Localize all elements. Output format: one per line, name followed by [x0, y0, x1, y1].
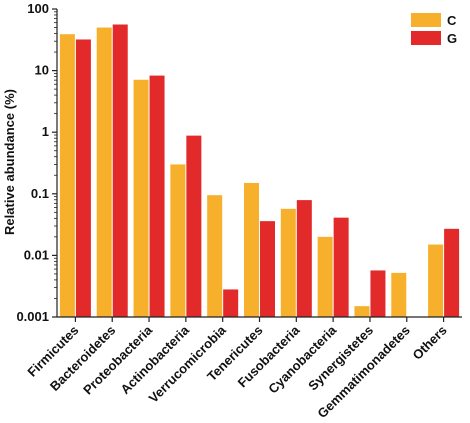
bar-g-verrucomicrobia: [223, 289, 239, 317]
legend-swatch-g: [411, 31, 441, 45]
legend-label-g: G: [447, 31, 457, 46]
y-tick-label: 0.1: [31, 186, 49, 201]
plot-area: 0.0010.010.1110100FirmicutesBacteroidete…: [16, 1, 462, 421]
bar-g-fusobacteria: [296, 200, 312, 317]
bar-c-tenericutes: [244, 182, 259, 317]
bar-c-gemmatimonadetes: [391, 272, 407, 317]
bar-g-cyanobacteria: [333, 217, 349, 317]
x-tick-label-others: Others: [409, 323, 449, 363]
bar-c-others: [428, 244, 444, 317]
bar-c-actinobacteria: [170, 164, 186, 317]
bar-g-others: [444, 228, 460, 317]
bar-c-cyanobacteria: [317, 236, 333, 317]
bar-g-proteobacteria: [149, 75, 165, 317]
y-tick-label: 0.01: [24, 247, 49, 262]
bar-c-fusobacteria: [280, 208, 296, 317]
bar-c-verrucomicrobia: [207, 195, 223, 317]
legend-label-c: C: [447, 13, 457, 28]
bar-c-proteobacteria: [133, 79, 149, 318]
y-tick-label: 100: [27, 1, 49, 16]
bar-g-actinobacteria: [186, 135, 202, 317]
bar-g-firmicutes: [75, 39, 91, 318]
bar-c-firmicutes: [59, 34, 75, 317]
x-tick-label-synergistetes: Synergistetes: [305, 323, 376, 394]
y-tick-label: 10: [35, 63, 49, 78]
legend-swatch-c: [411, 13, 441, 27]
bar-g-tenericutes: [260, 221, 275, 317]
legend: C G: [411, 13, 457, 46]
y-tick-label: 0.001: [16, 309, 49, 324]
bar-c-synergistetes: [354, 306, 370, 317]
bar-c-bacteroidetes: [96, 27, 112, 317]
y-axis-title: Relative abundance (%): [2, 89, 17, 235]
bar-g-synergistetes: [370, 270, 386, 317]
bar-g-bacteroidetes: [112, 24, 128, 317]
y-tick-label: 1: [42, 124, 49, 139]
